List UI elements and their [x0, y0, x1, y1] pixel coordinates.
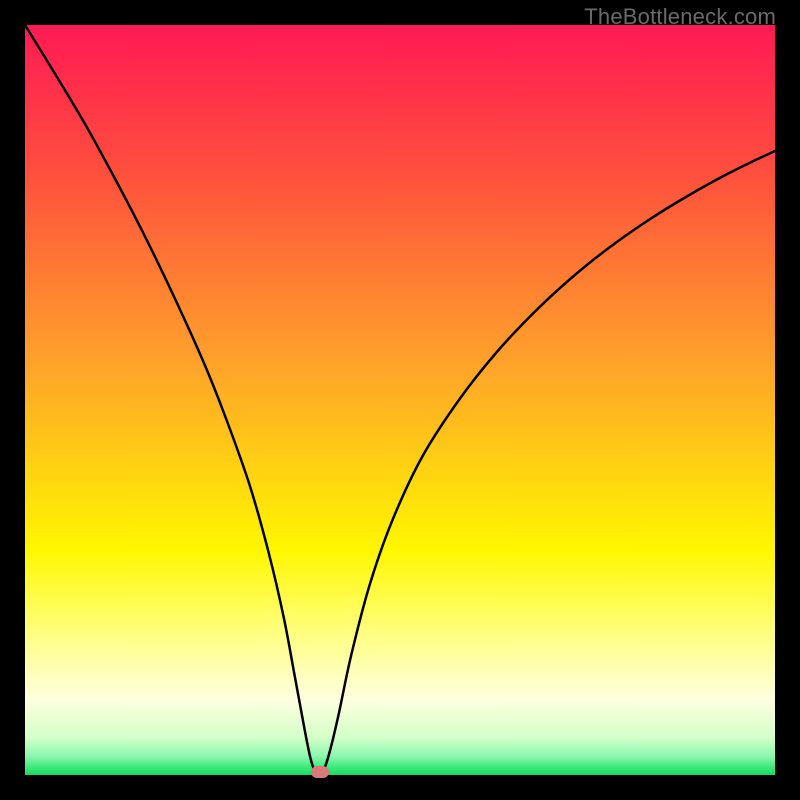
watermark-text: TheBottleneck.com — [584, 4, 776, 30]
optimum-marker — [311, 766, 329, 778]
plot-area — [25, 25, 775, 775]
bottleneck-curve — [25, 25, 775, 775]
curve-path — [25, 25, 775, 775]
